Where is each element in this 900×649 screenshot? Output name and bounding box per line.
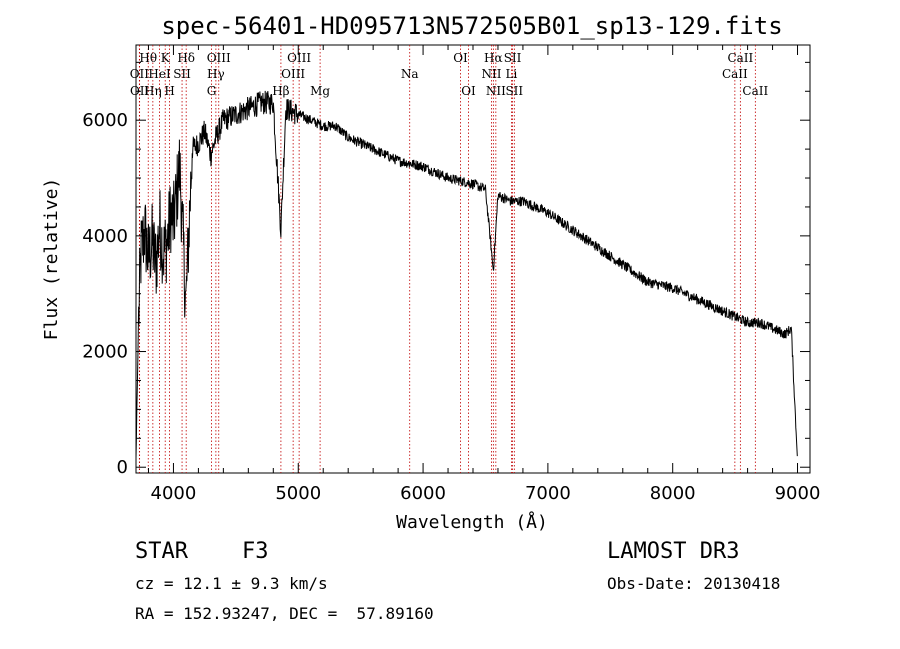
spectrum-chart: spec-56401-HD095713N572505B01_sp13-129.f… bbox=[41, 12, 820, 533]
line-label: CaII bbox=[742, 84, 768, 98]
x-tick-label: 8000 bbox=[650, 483, 696, 504]
x-tick-label: 4000 bbox=[151, 483, 197, 504]
line-label: NII bbox=[486, 84, 506, 98]
x-tick-label: 9000 bbox=[775, 483, 821, 504]
tick-labels-group: 4000 5000 6000 7000 8000 9000 0 2000 4000 6000 bbox=[82, 110, 820, 504]
object-class: STAR bbox=[135, 539, 188, 564]
line-label: CaII bbox=[727, 51, 753, 65]
y-tick-label: 6000 bbox=[82, 110, 128, 131]
axis-ticks-group bbox=[136, 45, 810, 473]
obs-date: Obs-Date: 20130418 bbox=[607, 574, 781, 593]
line-label: G bbox=[207, 84, 217, 98]
line-label: NII bbox=[481, 67, 501, 81]
ra-dec: RA = 152.93247, DEC = 57.89160 bbox=[135, 604, 434, 623]
line-label: SII bbox=[505, 84, 523, 98]
line-label: OIII bbox=[207, 51, 231, 65]
x-tick-label: 7000 bbox=[525, 483, 571, 504]
y-axis-label: Flux (relative) bbox=[41, 178, 62, 341]
line-label: HeI bbox=[148, 67, 171, 81]
line-label: OIII bbox=[281, 67, 305, 81]
x-axis-label: Wavelength (Å) bbox=[396, 511, 548, 533]
line-label: K bbox=[161, 51, 171, 65]
line-label: SII bbox=[504, 51, 522, 65]
x-tick-label: 5000 bbox=[275, 483, 321, 504]
line-label: Hθ bbox=[139, 51, 157, 65]
line-label: OI bbox=[461, 84, 476, 98]
line-label: Hγ bbox=[207, 67, 225, 81]
line-label: OII bbox=[130, 67, 150, 81]
y-tick-label: 0 bbox=[117, 457, 128, 478]
line-label: Hη bbox=[144, 84, 162, 98]
spectrum-line bbox=[135, 90, 798, 459]
line-label: H bbox=[164, 84, 174, 98]
plot-frame bbox=[135, 44, 811, 474]
line-label: Hα bbox=[484, 51, 503, 65]
chart-title: spec-56401-HD095713N572505B01_sp13-129.f… bbox=[161, 12, 782, 40]
line-label: Na bbox=[401, 67, 419, 81]
subclass: F3 bbox=[242, 539, 269, 564]
line-label: OI bbox=[453, 51, 468, 65]
x-tick-label: 6000 bbox=[400, 483, 446, 504]
y-tick-label: 2000 bbox=[82, 342, 128, 363]
cz-value: cz = 12.1 ± 9.3 km/s bbox=[135, 574, 328, 593]
line-label: Hβ bbox=[272, 84, 289, 98]
line-label: Hδ bbox=[177, 51, 195, 65]
line-markers-group bbox=[138, 45, 756, 473]
survey-name: LAMOST DR3 bbox=[607, 539, 740, 564]
line-label: OIII bbox=[287, 51, 311, 65]
line-label: CaII bbox=[722, 67, 748, 81]
y-tick-label: 4000 bbox=[82, 226, 128, 247]
line-label: SII bbox=[173, 67, 191, 81]
line-label: Li bbox=[506, 67, 518, 81]
line-label: Mg bbox=[310, 84, 330, 98]
